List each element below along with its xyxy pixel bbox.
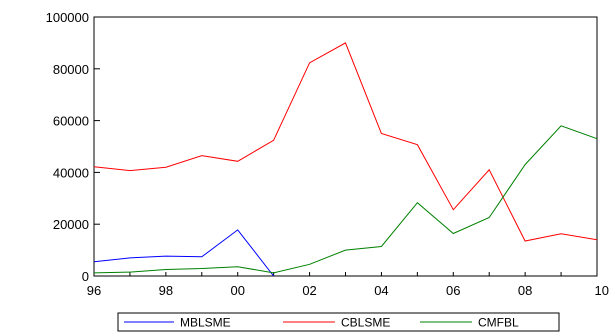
- x-tick-label: 98: [159, 283, 173, 298]
- axes: [93, 16, 598, 277]
- y-tick-label: 60000: [53, 114, 89, 129]
- legend-label-cmfbl: CMFBL: [478, 316, 519, 330]
- x-tick-label: 10: [595, 283, 609, 298]
- x-tick-label: 96: [87, 283, 101, 298]
- y-tick-label: 100000: [46, 10, 89, 25]
- y-tick-label: 40000: [53, 165, 89, 180]
- legend: MBLSME CBLSME CMFBL: [117, 312, 560, 332]
- series-layer: [93, 42, 598, 277]
- series-line-cblsme: [93, 42, 598, 242]
- x-tick-label: 08: [518, 283, 532, 298]
- y-tick-label: 80000: [53, 62, 89, 77]
- legend-label-mblsme: MBLSME: [180, 316, 231, 330]
- legend-box: [117, 312, 560, 332]
- y-axis-ticks: 0 20000 40000 60000 80000 100000: [46, 10, 100, 284]
- x-tick-label: 00: [230, 283, 244, 298]
- x-tick-label: 02: [302, 283, 316, 298]
- legend-label-cblsme: CBLSME: [341, 316, 390, 330]
- x-axis-ticks: 96 98 00 02 04 06 08 10: [87, 272, 609, 298]
- y-tick-label: 20000: [53, 217, 89, 232]
- plot-frame: [93, 16, 598, 277]
- series-line-cmfbl: [93, 125, 598, 274]
- x-tick-label: 06: [446, 283, 460, 298]
- x-tick-label: 04: [374, 283, 388, 298]
- series-line-mblsme: [93, 229, 274, 277]
- y-tick-label: 0: [82, 269, 89, 284]
